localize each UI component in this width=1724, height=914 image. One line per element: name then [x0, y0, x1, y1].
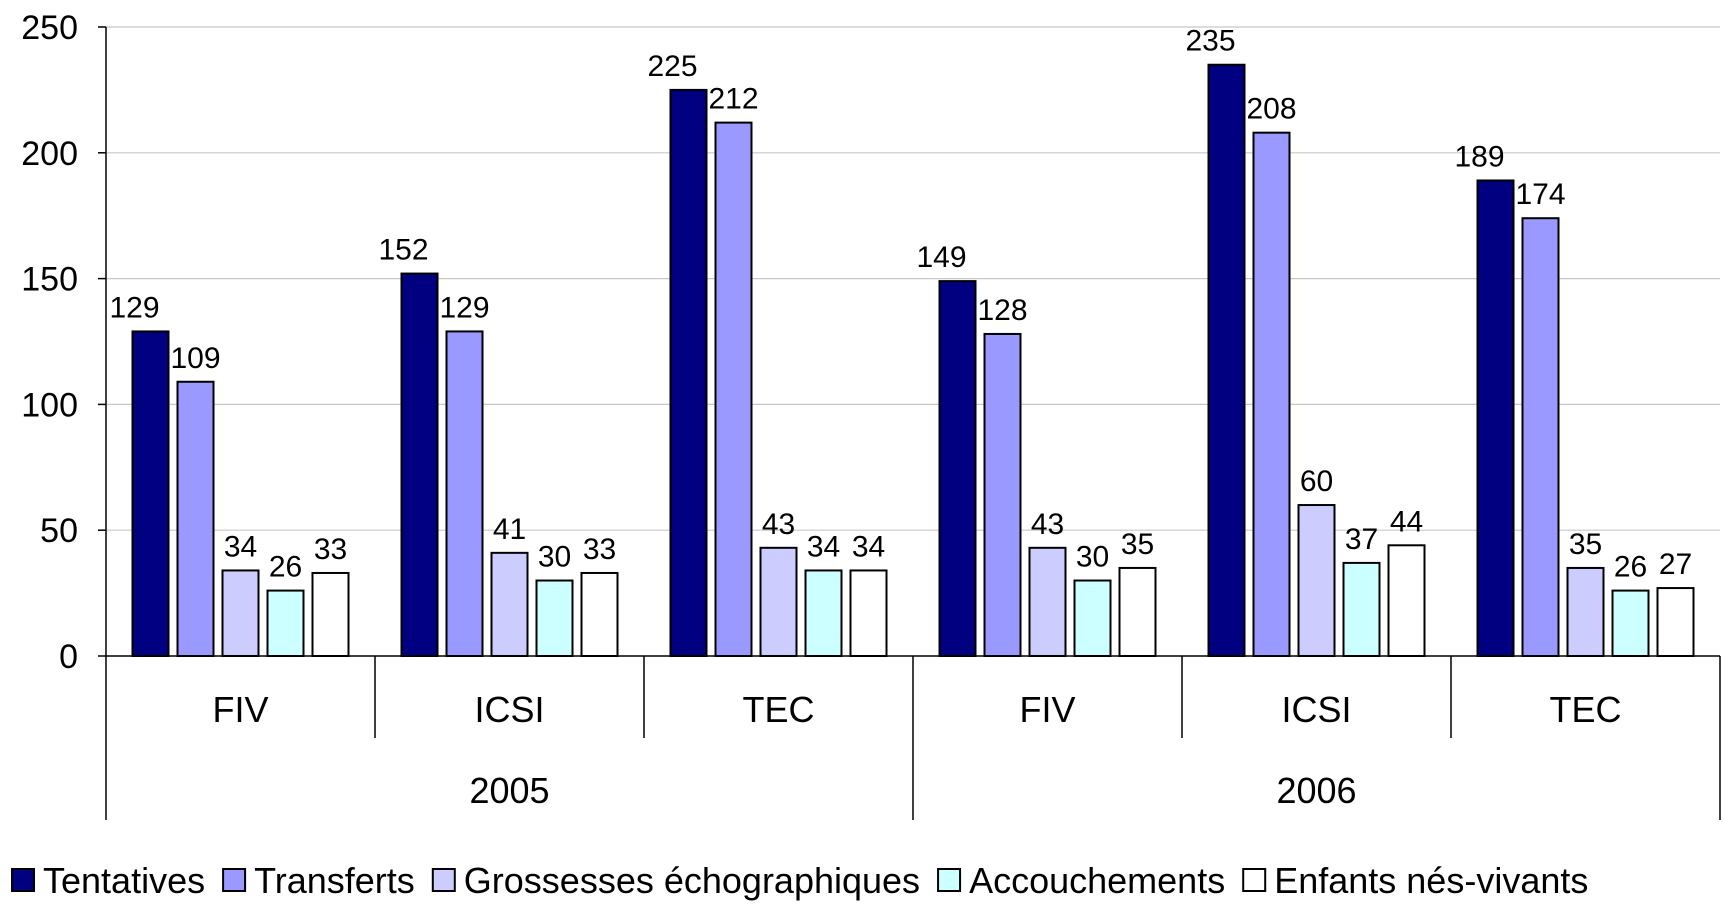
category-label: FIV: [212, 689, 268, 730]
bar: [490, 551, 529, 657]
data-label: 26: [1614, 551, 1647, 584]
data-label: 26: [269, 551, 302, 584]
bar: [176, 380, 215, 657]
bar: [445, 330, 484, 657]
y-tick-label: 150: [21, 261, 78, 299]
bar: [714, 121, 753, 658]
data-label: 152: [378, 234, 428, 267]
category-label: FIV: [1019, 689, 1075, 730]
legend-label: Enfants nés-vivants: [1274, 860, 1588, 901]
data-label: 43: [762, 508, 795, 541]
data-label: 60: [1300, 465, 1333, 498]
data-label: 30: [538, 541, 571, 574]
data-label: 149: [916, 241, 966, 274]
data-label: 212: [708, 83, 758, 116]
bar: [804, 569, 843, 657]
legend-label: Tentatives: [43, 860, 205, 901]
legend-label: Grossesses échographiques: [464, 860, 920, 901]
data-label: 30: [1076, 541, 1109, 574]
bar: [580, 571, 619, 657]
bar: [849, 569, 888, 657]
category-label: ICSI: [1281, 689, 1351, 730]
data-label: 109: [170, 342, 220, 375]
bar: [1207, 63, 1246, 658]
bar: [983, 332, 1022, 657]
data-label: 129: [109, 291, 159, 324]
bar: [535, 579, 574, 658]
data-label: 174: [1515, 178, 1565, 211]
data-label: 225: [647, 50, 697, 83]
legend-swatch: [11, 868, 35, 892]
legend-swatch: [1242, 868, 1267, 892]
data-label: 44: [1390, 505, 1423, 538]
bar: [1342, 561, 1381, 658]
data-label: 129: [439, 291, 489, 324]
bar: [1252, 131, 1291, 657]
data-label: 208: [1246, 93, 1296, 126]
bar: [1566, 566, 1605, 657]
data-label: 27: [1659, 548, 1692, 581]
bar: [131, 330, 170, 657]
data-label: 235: [1185, 25, 1235, 58]
y-tick-label: 200: [21, 135, 78, 173]
data-label: 41: [493, 513, 526, 546]
bar: [1656, 587, 1695, 657]
bar: [221, 569, 260, 657]
category-label: TEC: [1550, 689, 1622, 730]
bar: [669, 88, 708, 657]
data-label: 35: [1569, 528, 1602, 561]
bar: [1611, 589, 1650, 657]
category-label: ICSI: [474, 689, 544, 730]
legend-label: Transferts: [254, 860, 415, 901]
bar: [1028, 546, 1067, 658]
bar: [1521, 217, 1560, 657]
data-label: 33: [314, 533, 347, 566]
bar: [266, 589, 305, 657]
bar: [1387, 544, 1426, 658]
data-label: 33: [583, 533, 616, 566]
group-label: 2006: [1276, 770, 1356, 811]
data-label: 189: [1454, 140, 1504, 173]
bar: [1073, 579, 1112, 658]
group-label: 2005: [469, 770, 549, 811]
legend-swatch: [937, 868, 962, 892]
y-tick-label: 250: [21, 9, 78, 47]
bar: [311, 571, 350, 657]
data-label: 37: [1345, 523, 1378, 556]
data-label: 34: [224, 530, 257, 563]
legend-label: Accouchements: [969, 860, 1225, 901]
bar: [1118, 566, 1157, 657]
y-tick-label: 50: [40, 512, 78, 550]
legend-swatch: [431, 868, 456, 892]
bar: [938, 280, 977, 657]
data-label: 34: [807, 530, 840, 563]
data-label: 43: [1031, 508, 1064, 541]
legend-swatch: [222, 868, 247, 892]
y-tick-label: 100: [21, 386, 78, 424]
data-label: 35: [1121, 528, 1154, 561]
data-label: 128: [977, 294, 1027, 327]
bar: [1297, 504, 1336, 658]
y-tick-label: 0: [59, 638, 78, 676]
bar: [400, 272, 439, 657]
category-label: TEC: [743, 689, 815, 730]
data-label: 34: [852, 530, 885, 563]
bar: [759, 546, 798, 658]
bar: [1476, 179, 1515, 657]
